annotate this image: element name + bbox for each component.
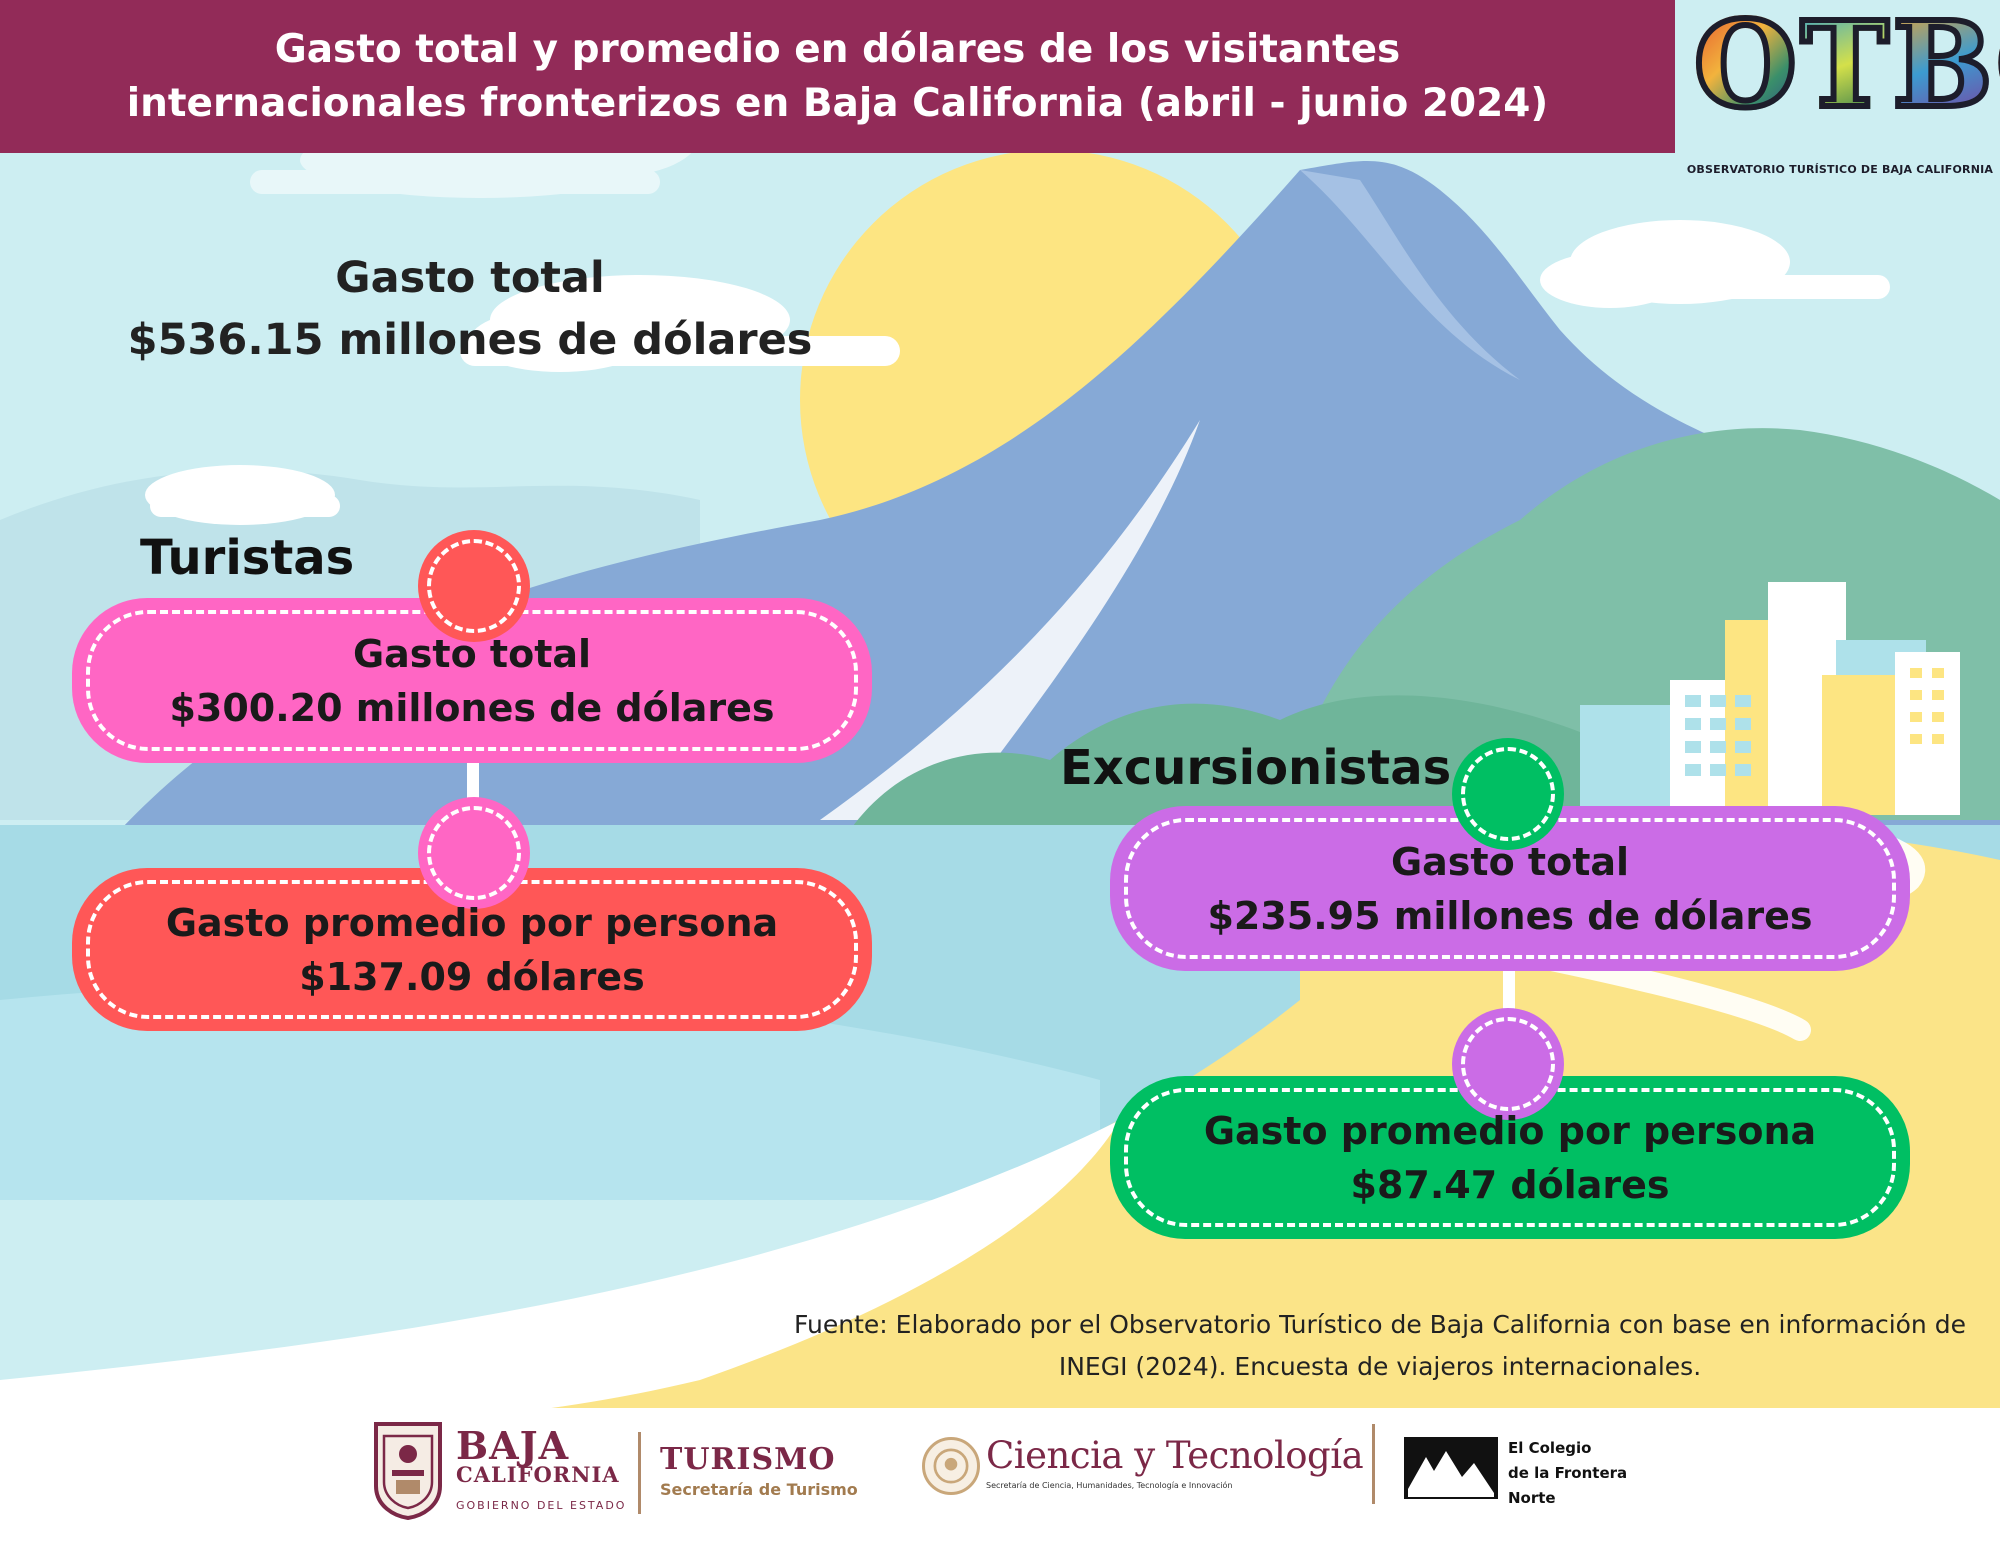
colef-logo-icon — [1404, 1437, 1498, 1499]
sea-light — [0, 984, 1100, 1200]
foreground-wave — [0, 1120, 1120, 1428]
excursionistas-top-dot — [1452, 738, 1564, 850]
city-buildings — [1580, 582, 1960, 815]
excursionistas-promedio-value: $87.47 dólares — [1350, 1162, 1670, 1207]
excursionistas-bottom-dot — [1452, 1008, 1564, 1120]
gasto-total-value: $536.15 millones de dólares — [127, 315, 813, 365]
turismo-name: TURISMO — [660, 1442, 836, 1477]
baja-california-name-line2: CALIFORNIA — [456, 1462, 620, 1487]
turistas-promedio-value: $137.09 dólares — [299, 954, 645, 999]
logo-letter-t: T — [1798, 0, 1892, 134]
excursionistas-heading: Excursionistas — [1060, 740, 1452, 796]
colef-line2: de la Frontera — [1508, 1464, 1628, 1482]
footer-logos-bar — [0, 1408, 2000, 1545]
source-line1: Fuente: Elaborado por el Observatorio Tu… — [794, 1310, 1966, 1339]
header-title-line1: Gasto total y promedio en dólares de los… — [274, 26, 1401, 72]
footer-separator-2 — [1372, 1424, 1375, 1504]
colef-name: El Colegio de la Frontera Norte — [1508, 1436, 1627, 1511]
turistas-heading: Turistas — [140, 530, 355, 586]
colef-line1: El Colegio — [1508, 1439, 1592, 1457]
turismo-subtitle: Secretaría de Turismo — [660, 1480, 858, 1499]
mountain-highlight — [1300, 170, 1520, 380]
header-title-line2: internacionales fronterizos en Baja Cali… — [126, 80, 1549, 126]
cloud-center — [460, 275, 900, 372]
cloud-right — [1540, 220, 1890, 308]
baja-california-name-line1: BAJA — [456, 1423, 570, 1468]
otbc-logo-subtitle: OBSERVATORIO TURÍSTICO DE BAJA CALIFORNI… — [1686, 163, 1994, 176]
footer-separator-1 — [638, 1432, 641, 1514]
turistas-promedio-card: Gasto promedio por persona $137.09 dólar… — [72, 868, 872, 1031]
turistas-bottom-dot — [418, 797, 530, 909]
turistas-gasto-total-label: Gasto total — [352, 631, 592, 676]
excursionistas-promedio-card: Gasto promedio por persona $87.47 dólare… — [1110, 1076, 1910, 1239]
green-hill-front — [850, 695, 1600, 830]
baja-california-name-line3: GOBIERNO DEL ESTADO — [456, 1499, 627, 1512]
mountain-path — [820, 420, 1200, 820]
colef-line3: Norte — [1508, 1489, 1556, 1507]
logo-letter-o: O — [1691, 0, 1800, 134]
logo-letter-b: B — [1890, 0, 1996, 134]
baja-california-crest-icon — [374, 1422, 442, 1520]
source-line2: INEGI (2024). Encuesta de viajeros inter… — [1058, 1352, 1702, 1381]
source-note: Fuente: Elaborado por el Observatorio Tu… — [790, 1304, 1970, 1388]
mexico-seal-icon — [922, 1437, 980, 1495]
logo-letter-c: C — [1993, 3, 2000, 127]
otbc-logo: O T B C OBSERVATORIO TURÍSTICO DE BAJA C… — [1680, 0, 2000, 177]
excursionistas-promedio-label: Gasto promedio por persona — [1203, 1108, 1817, 1153]
cloud-left — [145, 465, 340, 525]
otbc-logo-letters: O T B C — [1691, 0, 2000, 134]
header-banner: Gasto total y promedio en dólares de los… — [0, 0, 1675, 153]
ciencia-tecnologia-name: Ciencia y Tecnología — [986, 1434, 1364, 1477]
gasto-total-title: Gasto total — [335, 253, 605, 303]
turistas-promedio-label: Gasto promedio por persona — [165, 900, 779, 945]
turistas-top-dot — [418, 530, 530, 642]
ciencia-tecnologia-subtitle: Secretaría de Ciencia, Humanidades, Tecn… — [986, 1481, 1233, 1490]
excursionistas-gasto-total-label: Gasto total — [1390, 839, 1630, 884]
excursionistas-gasto-total-value: $235.95 millones de dólares — [1207, 893, 1813, 938]
turistas-gasto-total-value: $300.20 millones de dólares — [169, 685, 775, 730]
